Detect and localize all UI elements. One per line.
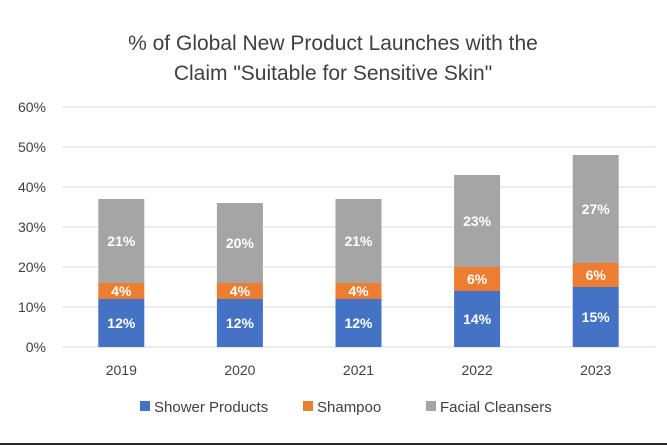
data-label: 12% xyxy=(344,315,373,331)
legend-item: Shower Products xyxy=(140,399,268,416)
data-label: 21% xyxy=(107,233,136,249)
data-label: 21% xyxy=(344,233,373,249)
bar-segment xyxy=(572,155,619,263)
data-label: 6% xyxy=(586,267,607,283)
bar-segment xyxy=(98,299,145,347)
data-label: 4% xyxy=(348,283,369,299)
x-tick-label: 2019 xyxy=(106,362,137,378)
bar-segment xyxy=(572,263,619,287)
data-label: 27% xyxy=(582,201,611,217)
data-label: 12% xyxy=(107,315,136,331)
legend: Shower Products Shampoo Facial Cleansers xyxy=(140,399,552,416)
x-axis: 2019 2020 2021 2022 2023 xyxy=(106,362,612,378)
data-label: 4% xyxy=(111,283,132,299)
data-label: 23% xyxy=(463,213,492,229)
data-label: 14% xyxy=(463,311,492,327)
data-label: 6% xyxy=(467,271,488,287)
chart-title-line-1: % of Global New Product Launches with th… xyxy=(128,32,538,55)
y-axis: 0% 10% 20% 30% 40% 50% 60% xyxy=(18,99,46,355)
bar-segment xyxy=(454,267,501,291)
y-tick-label: 60% xyxy=(18,99,46,115)
bar-segment xyxy=(335,299,382,347)
y-tick-label: 0% xyxy=(26,339,46,355)
legend-swatch xyxy=(303,401,313,411)
legend-swatch xyxy=(140,401,150,411)
bar-segment xyxy=(454,291,501,347)
data-label: 20% xyxy=(226,235,255,251)
x-tick-label: 2023 xyxy=(580,362,611,378)
bar-segment xyxy=(98,283,145,299)
bar-segment xyxy=(98,199,145,283)
legend-swatch xyxy=(426,401,436,411)
legend-item: Shampoo xyxy=(303,399,381,416)
bar-segment xyxy=(335,283,382,299)
legend-label: Shampoo xyxy=(317,399,381,416)
legend-item: Facial Cleansers xyxy=(426,399,552,416)
y-tick-label: 40% xyxy=(18,179,46,195)
x-tick-label: 2022 xyxy=(462,362,493,378)
data-label: 15% xyxy=(582,309,611,325)
chart-title: % of Global New Product Launches with th… xyxy=(128,32,538,85)
bars: 12% 4% 21% 12% 4% 20% 12% 4% 21% 14% 6% 23% 15% 6% 27% xyxy=(98,155,619,347)
x-tick-label: 2021 xyxy=(343,362,374,378)
data-label: 12% xyxy=(226,315,255,331)
legend-label: Facial Cleansers xyxy=(440,399,552,416)
bar-segment xyxy=(454,175,501,267)
bar-segment xyxy=(216,283,263,299)
data-label: 4% xyxy=(230,283,251,299)
y-tick-label: 10% xyxy=(18,299,46,315)
bar-segment xyxy=(216,299,263,347)
y-tick-label: 50% xyxy=(18,139,46,155)
y-tick-label: 20% xyxy=(18,259,46,275)
bar-segment xyxy=(216,203,263,283)
y-tick-label: 30% xyxy=(18,219,46,235)
bar-segment xyxy=(335,199,382,283)
legend-label: Shower Products xyxy=(154,399,268,416)
x-tick-label: 2020 xyxy=(224,362,255,378)
bar-segment xyxy=(572,287,619,347)
chart-title-line-2: Claim "Suitable for Sensitive Skin" xyxy=(174,62,492,85)
